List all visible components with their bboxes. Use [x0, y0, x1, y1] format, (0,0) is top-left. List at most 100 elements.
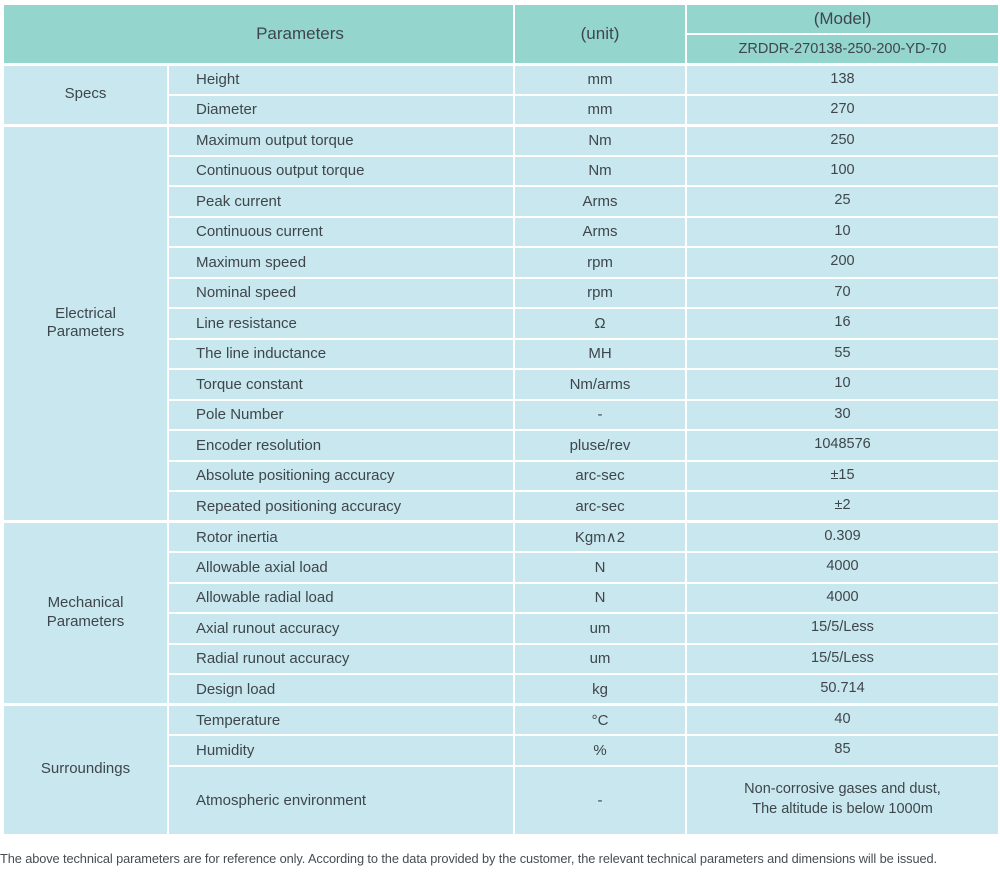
table-row: Diameter mm 270: [3, 93, 1000, 126]
unit-cell: pluse/rev: [513, 429, 687, 462]
group-label: Electrical Parameters: [2, 123, 169, 523]
table-row: Atmospheric environment - Non-corrosive ga…: [3, 764, 1000, 836]
unit-cell: Ω: [513, 307, 687, 340]
group-label: Surroundings: [2, 703, 169, 836]
value-cell: 4000: [685, 551, 1000, 584]
value-cell: 4000: [685, 581, 1000, 614]
value-cell: 40: [685, 703, 1000, 736]
unit-cell: Nm: [513, 154, 687, 187]
param-name-cell: Rotor inertia: [167, 520, 515, 553]
param-name-cell: Encoder resolution: [167, 429, 515, 462]
group-label: Specs: [2, 62, 169, 126]
table-row: Continuous output torque Nm 100: [3, 154, 1000, 187]
table-row: Radial runout accuracy um 15/5/Less: [3, 642, 1000, 675]
value-cell: 250: [685, 123, 1000, 157]
table-row: Mechanical Parameters Rotor inertia Kgm∧2 0…: [2, 520, 1000, 706]
param-name-cell: Allowable radial load: [167, 581, 515, 614]
table-row: Line resistance Ω 16: [3, 307, 1000, 340]
table-row: The line inductance MH 55: [3, 337, 1000, 370]
header-row-model: ZRDDR-270138-250-200-YD-70: [3, 33, 1000, 65]
table-row: Maximum speed rpm 200: [3, 246, 1000, 279]
param-name-cell: Peak current: [167, 185, 515, 218]
table-row: Design load kg 50.714: [3, 673, 1000, 706]
unit-cell: %: [513, 734, 687, 767]
value-cell: 1048576: [685, 429, 1000, 462]
param-name-cell: Continuous current: [167, 215, 515, 248]
value-cell: 100: [685, 154, 1000, 187]
unit-cell: -: [513, 764, 687, 836]
param-name-cell: Nominal speed: [167, 276, 515, 309]
table-row: Torque constant Nm/arms 10: [3, 368, 1000, 401]
param-name-cell: Allowable axial load: [167, 551, 515, 584]
table-row: Pole Number -30: [3, 398, 1000, 431]
value-cell: 55: [685, 337, 1000, 370]
value-cell: 15/5/Less: [685, 642, 1000, 675]
unit-cell: um: [513, 642, 687, 675]
table-row: Peak current Arms 25: [3, 185, 1000, 218]
param-name-cell: Continuous output torque: [167, 154, 515, 187]
param-name-cell: Diameter: [167, 93, 515, 126]
value-cell: 85: [685, 734, 1000, 767]
value-cell: 10: [685, 368, 1000, 401]
param-name-cell: Pole Number: [167, 398, 515, 431]
value-cell: ±15: [685, 459, 1000, 492]
header-parameters: Parameters: [2, 3, 515, 65]
param-name-cell: Absolute positioning accuracy: [167, 459, 515, 492]
value-cell: ±2: [685, 490, 1000, 523]
unit-cell: MH: [513, 337, 687, 370]
unit-cell: Arms: [513, 185, 687, 218]
value-cell: 138: [685, 62, 1000, 96]
unit-cell: °C: [513, 703, 687, 736]
param-name-cell: Height: [167, 62, 515, 96]
unit-cell: Nm/arms: [513, 368, 687, 401]
table-row: Continuous current Arms 10: [3, 215, 1000, 248]
header-model-value: ZRDDR-270138-250-200-YD-70: [685, 33, 1000, 65]
unit-cell: arc-sec: [513, 459, 687, 492]
table-row: Repeated positioning accuracy arc-sec ±2: [3, 490, 1000, 523]
header-row-top: Parameters (unit) (Model): [2, 3, 1000, 65]
value-cell: Non-corrosive gases and dust, The altitu…: [685, 764, 1000, 836]
value-cell: 15/5/Less: [685, 612, 1000, 645]
unit-cell: mm: [513, 62, 687, 96]
table-row: Humidity% 85: [3, 734, 1000, 767]
unit-cell: arc-sec: [513, 490, 687, 523]
param-name-cell: Design load: [167, 673, 515, 706]
table-header: Parameters (unit) (Model) ZRDDR-270138-2…: [2, 3, 1000, 65]
param-name-cell: Maximum output torque: [167, 123, 515, 157]
param-name-cell: Line resistance: [167, 307, 515, 340]
unit-cell: Kgm∧2: [513, 520, 687, 553]
table-row: Specs Height mm 138: [2, 62, 1000, 126]
param-name-cell: Atmospheric environment: [167, 764, 515, 836]
param-name-cell: Temperature: [167, 703, 515, 736]
param-name-cell: Maximum speed: [167, 246, 515, 279]
value-cell: 30: [685, 398, 1000, 431]
value-cell: 0.309: [685, 520, 1000, 553]
header-unit: (unit): [513, 3, 687, 65]
value-cell: 16: [685, 307, 1000, 340]
unit-cell: um: [513, 612, 687, 645]
param-name-cell: Radial runout accuracy: [167, 642, 515, 675]
value-cell: 270: [685, 93, 1000, 126]
param-name-cell: Humidity: [167, 734, 515, 767]
footer-note: The above technical parameters are for r…: [0, 850, 937, 866]
unit-cell: kg: [513, 673, 687, 706]
param-name-cell: Axial runout accuracy: [167, 612, 515, 645]
unit-cell: rpm: [513, 276, 687, 309]
group-label: Mechanical Parameters: [2, 520, 169, 706]
param-name-cell: Repeated positioning accuracy: [167, 490, 515, 523]
unit-cell: rpm: [513, 246, 687, 279]
spec-table: Parameters (unit) (Model) ZRDDR-270138-2…: [2, 3, 1000, 836]
table-row: Absolute positioning accuracy arc-sec ±15: [3, 459, 1000, 492]
param-name-cell: Torque constant: [167, 368, 515, 401]
value-cell: 10: [685, 215, 1000, 248]
table-body: Specs Height mm 138 Diameter mm 270 Electrical …: [2, 62, 1000, 836]
unit-cell: N: [513, 581, 687, 614]
table-row: Encoder resolution pluse/rev 1048576: [3, 429, 1000, 462]
table-row: Surroundings Temperature °C 40: [2, 703, 1000, 836]
table-row: Electrical Parameters Maximum output torq…: [2, 123, 1000, 523]
value-cell: 70: [685, 276, 1000, 309]
param-name-cell: The line inductance: [167, 337, 515, 370]
unit-cell: mm: [513, 93, 687, 126]
unit-cell: N: [513, 551, 687, 584]
unit-cell: Nm: [513, 123, 687, 157]
